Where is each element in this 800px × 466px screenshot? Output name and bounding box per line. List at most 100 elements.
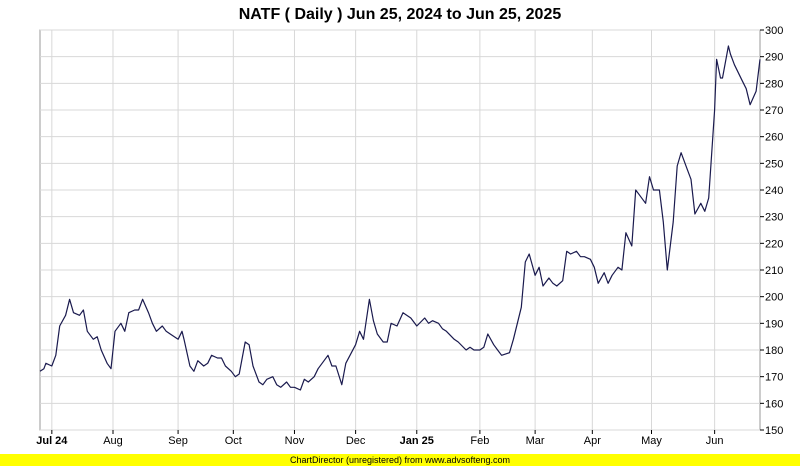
data-point [308, 381, 309, 382]
data-point [473, 349, 474, 350]
data-point [686, 168, 687, 169]
data-point [479, 349, 480, 350]
data-point [148, 312, 149, 313]
data-point [728, 45, 729, 46]
data-point [750, 104, 751, 105]
data-point [156, 331, 157, 332]
data-point [454, 339, 455, 340]
x-tick-label: Aug [103, 435, 123, 447]
y-tick-label: 170 [765, 372, 783, 384]
x-tick-label: Jun [706, 435, 724, 447]
data-point [469, 347, 470, 348]
data-point [635, 189, 636, 190]
data-point [272, 376, 273, 377]
data-point [466, 349, 467, 350]
data-point [604, 272, 605, 273]
data-point [720, 77, 721, 78]
data-point [556, 285, 557, 286]
data-point [383, 341, 384, 342]
footer-watermark: ChartDirector (unregistered) from www.ad… [0, 454, 800, 466]
data-point [83, 309, 84, 310]
data-point [539, 267, 540, 268]
data-point [673, 221, 674, 222]
data-point [114, 331, 115, 332]
y-tick-label: 210 [765, 265, 783, 277]
data-point [402, 312, 403, 313]
data-point [681, 152, 682, 153]
data-point [521, 307, 522, 308]
data-point [65, 315, 66, 316]
y-tick-label: 230 [765, 212, 783, 224]
data-point [203, 365, 204, 366]
chart-title: NATF ( Daily ) Jun 25, 2024 to Jun 25, 2… [239, 6, 562, 23]
data-point [690, 179, 691, 180]
data-point [552, 283, 553, 284]
data-point [294, 387, 295, 388]
data-point [535, 275, 536, 276]
data-point [708, 197, 709, 198]
data-point [645, 203, 646, 204]
data-point [653, 189, 654, 190]
data-point [152, 323, 153, 324]
y-tick-label: 220 [765, 238, 783, 250]
x-tick-label: Apr [584, 435, 601, 447]
data-point [290, 387, 291, 388]
data-point [134, 309, 135, 310]
data-point [189, 365, 190, 366]
data-point [166, 331, 167, 332]
data-point [221, 357, 222, 358]
data-point [694, 213, 695, 214]
data-point [501, 355, 502, 356]
data-point [458, 341, 459, 342]
data-point [594, 267, 595, 268]
data-point [704, 211, 705, 212]
data-point [322, 363, 323, 364]
data-point [562, 280, 563, 281]
data-point [59, 325, 60, 326]
data-point [621, 269, 622, 270]
data-point [101, 349, 102, 350]
data-point [730, 53, 731, 54]
data-point [327, 355, 328, 356]
data-point [649, 176, 650, 177]
data-point [335, 365, 336, 366]
data-point [759, 59, 760, 60]
data-point [742, 80, 743, 81]
data-point [369, 299, 370, 300]
data-point [331, 365, 332, 366]
data-point [373, 320, 374, 321]
data-point [183, 339, 184, 340]
data-point [162, 325, 163, 326]
data-point [138, 309, 139, 310]
data-point [235, 376, 236, 377]
data-point [217, 357, 218, 358]
y-tick-label: 290 [765, 52, 783, 64]
data-point [197, 360, 198, 361]
data-point [580, 256, 581, 257]
data-point [93, 339, 94, 340]
data-point [359, 331, 360, 332]
data-point [341, 384, 342, 385]
data-point [529, 253, 530, 254]
data-point [178, 339, 179, 340]
data-point [438, 323, 439, 324]
data-point [497, 349, 498, 350]
data-point [493, 344, 494, 345]
data-point [252, 365, 253, 366]
data-point [631, 245, 632, 246]
data-point [716, 59, 717, 60]
data-point [170, 333, 171, 334]
data-point [225, 365, 226, 366]
data-point [87, 331, 88, 332]
data-point [548, 277, 549, 278]
data-point [509, 352, 510, 353]
y-tick-label: 200 [765, 292, 783, 304]
data-point [667, 269, 668, 270]
data-point [69, 299, 70, 300]
data-point [73, 312, 74, 313]
data-point [363, 339, 364, 340]
data-point [258, 381, 259, 382]
data-point [432, 320, 433, 321]
data-point [391, 323, 392, 324]
data-point [396, 325, 397, 326]
